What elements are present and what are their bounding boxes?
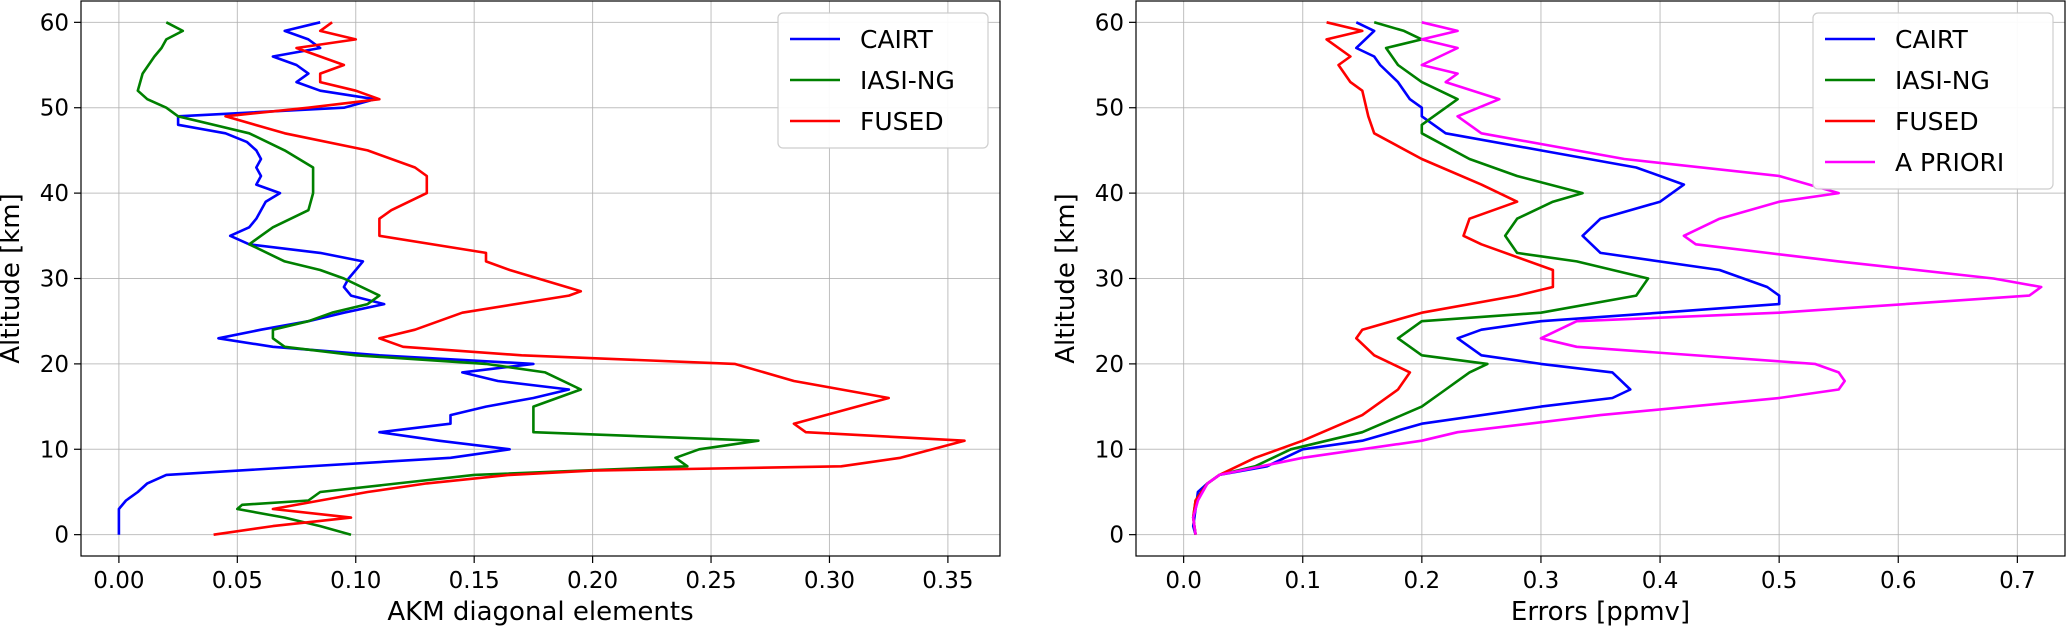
x-tick-label: 0.0 — [1165, 568, 1202, 594]
legend-label-cairt: CAIRT — [1895, 25, 1968, 54]
y-tick-label: 30 — [1095, 267, 1124, 293]
errors-panel: 0.0 0.1 0.2 0.3 0.4 0.5 0.6 0.7 0 10 20 30 40 50 60 Err… — [1051, 0, 2066, 627]
y-tick-label: 50 — [1095, 96, 1124, 122]
y-tick-label: 40 — [40, 181, 69, 207]
x-tick-label: 0.7 — [1999, 568, 2036, 594]
x-tick-label: 0.30 — [804, 568, 855, 594]
x-tick-label: 0.2 — [1404, 568, 1441, 594]
x-tick-label: 0.20 — [567, 568, 618, 594]
series-line-iasi-ng — [1191, 21, 1650, 535]
series-line-fused — [213, 21, 966, 536]
x-tick-label: 0.15 — [449, 568, 500, 594]
x-axis-label: Errors [ppmv] — [1511, 597, 1690, 627]
x-tick-label: 0.5 — [1761, 568, 1798, 594]
x-tick-label: 0.25 — [685, 568, 736, 594]
y-tick-label: 30 — [40, 267, 69, 293]
y-tick-label: 0 — [1109, 523, 1124, 549]
series-line-fused — [1191, 21, 1555, 535]
legend: CAIRT IASI-NG FUSED — [777, 12, 989, 149]
legend-label-iasi-ng: IASI-NG — [1895, 66, 1990, 95]
y-tick-label: 60 — [40, 10, 69, 36]
y-tick-label: 20 — [40, 352, 69, 378]
y-tick-label: 10 — [1095, 437, 1124, 463]
y-tick-label: 40 — [1095, 181, 1124, 207]
x-tick-label: 0.05 — [212, 568, 263, 594]
x-tick-label: 0.10 — [330, 568, 381, 594]
legend-box — [1812, 12, 2054, 190]
x-tick-label: 0.4 — [1642, 568, 1679, 594]
y-axis-label: Altitude [km] — [1051, 193, 1081, 364]
series-line-cairt — [117, 21, 571, 535]
x-tick-label: 0.00 — [93, 568, 144, 594]
y-tick-label: 50 — [40, 96, 69, 122]
x-tick-label: 0.1 — [1284, 568, 1321, 594]
legend-label-fused: FUSED — [1895, 107, 1979, 136]
x-tick-label: 0.3 — [1523, 568, 1560, 594]
y-tick-label: 60 — [1095, 10, 1124, 36]
series-line-cairt — [1191, 21, 1781, 536]
y-tick-label: 0 — [54, 523, 69, 549]
x-axis-label: AKM diagonal elements — [387, 597, 693, 627]
legend-label-iasi-ng: IASI-NG — [860, 66, 955, 95]
legend: CAIRT IASI-NG FUSED A PRIORI — [1812, 12, 2054, 190]
y-tick-label: 20 — [1095, 352, 1124, 378]
y-tick-label: 10 — [40, 437, 69, 463]
akm-panel: 0.00 0.05 0.10 0.15 0.20 0.25 0.30 0.35 0 10 20 30 4… — [0, 0, 1001, 627]
x-tick-label: 0.6 — [1880, 568, 1917, 594]
y-axis-label: Altitude [km] — [0, 193, 26, 364]
series-line-a-priori — [1191, 21, 2043, 535]
legend-label-fused: FUSED — [860, 107, 944, 136]
legend-label-a-priori: A PRIORI — [1895, 148, 2004, 177]
legend-label-cairt: CAIRT — [860, 25, 933, 54]
legend-box — [777, 12, 989, 149]
x-tick-label: 0.35 — [922, 568, 973, 594]
